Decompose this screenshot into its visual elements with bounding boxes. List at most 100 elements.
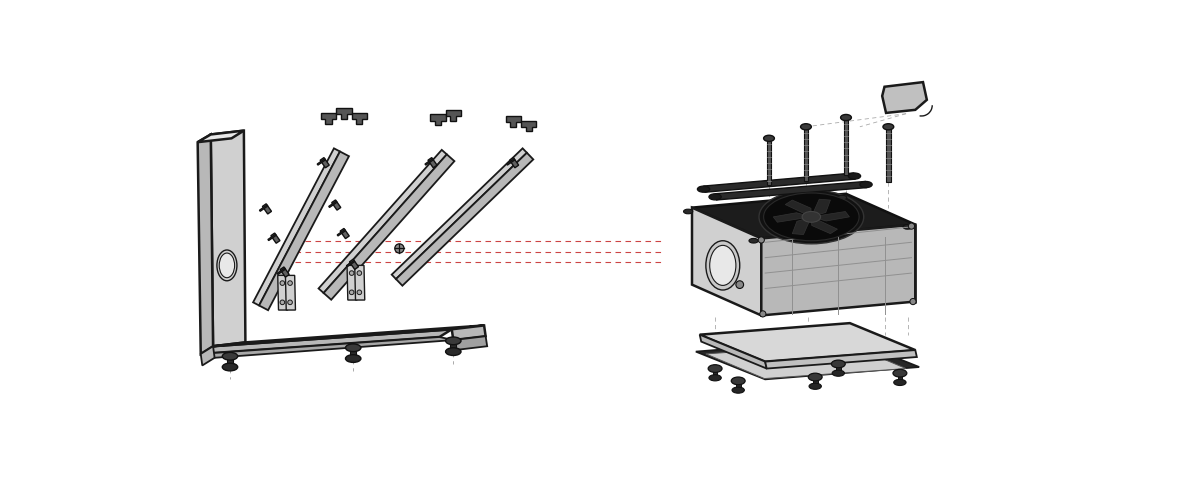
- Polygon shape: [715, 182, 866, 200]
- Polygon shape: [736, 383, 740, 390]
- Polygon shape: [844, 120, 848, 174]
- Polygon shape: [700, 335, 767, 368]
- Ellipse shape: [832, 370, 845, 376]
- Polygon shape: [505, 116, 521, 127]
- Polygon shape: [214, 325, 484, 346]
- Ellipse shape: [280, 281, 284, 285]
- Polygon shape: [767, 141, 772, 184]
- Polygon shape: [811, 199, 830, 217]
- Polygon shape: [198, 135, 214, 354]
- Polygon shape: [451, 325, 486, 340]
- Polygon shape: [337, 229, 346, 236]
- Polygon shape: [347, 261, 355, 267]
- Ellipse shape: [358, 290, 361, 295]
- Ellipse shape: [893, 369, 907, 377]
- Ellipse shape: [902, 225, 912, 229]
- Ellipse shape: [709, 245, 736, 285]
- Ellipse shape: [832, 360, 845, 368]
- Polygon shape: [882, 82, 926, 113]
- Ellipse shape: [288, 281, 293, 285]
- Polygon shape: [340, 228, 349, 239]
- Ellipse shape: [763, 135, 774, 141]
- Ellipse shape: [220, 253, 235, 278]
- Ellipse shape: [763, 193, 859, 241]
- Ellipse shape: [708, 365, 722, 372]
- Ellipse shape: [349, 290, 354, 295]
- Polygon shape: [773, 213, 811, 222]
- Polygon shape: [692, 194, 916, 239]
- Polygon shape: [277, 275, 288, 310]
- Ellipse shape: [736, 281, 744, 288]
- Ellipse shape: [697, 186, 709, 192]
- Ellipse shape: [800, 124, 811, 130]
- Ellipse shape: [280, 300, 284, 305]
- Ellipse shape: [445, 337, 461, 345]
- Ellipse shape: [706, 241, 739, 290]
- Ellipse shape: [288, 300, 293, 305]
- Polygon shape: [761, 225, 916, 316]
- Ellipse shape: [809, 383, 821, 389]
- Polygon shape: [317, 159, 325, 165]
- Polygon shape: [271, 233, 280, 243]
- Polygon shape: [506, 159, 515, 165]
- Polygon shape: [454, 336, 487, 350]
- Polygon shape: [200, 337, 454, 358]
- Polygon shape: [263, 204, 271, 214]
- Polygon shape: [350, 349, 356, 359]
- Polygon shape: [198, 131, 244, 142]
- Polygon shape: [355, 265, 365, 300]
- Polygon shape: [259, 205, 268, 211]
- Polygon shape: [259, 151, 349, 310]
- Polygon shape: [347, 265, 358, 300]
- Polygon shape: [286, 275, 295, 310]
- Ellipse shape: [848, 173, 860, 179]
- Polygon shape: [836, 366, 841, 373]
- Polygon shape: [521, 121, 536, 131]
- Polygon shape: [792, 217, 811, 235]
- Ellipse shape: [222, 363, 238, 371]
- Ellipse shape: [908, 223, 914, 229]
- Polygon shape: [329, 201, 337, 207]
- Polygon shape: [431, 114, 445, 125]
- Polygon shape: [396, 153, 533, 285]
- Polygon shape: [811, 212, 850, 221]
- Ellipse shape: [349, 271, 354, 275]
- Polygon shape: [692, 207, 761, 316]
- Polygon shape: [320, 113, 336, 124]
- Ellipse shape: [709, 194, 721, 200]
- Ellipse shape: [395, 244, 404, 253]
- Polygon shape: [886, 129, 890, 182]
- Polygon shape: [318, 150, 446, 293]
- Polygon shape: [349, 259, 359, 270]
- Ellipse shape: [346, 355, 361, 363]
- Ellipse shape: [684, 209, 692, 214]
- Ellipse shape: [217, 250, 236, 281]
- Ellipse shape: [760, 311, 766, 317]
- Ellipse shape: [358, 271, 361, 275]
- Polygon shape: [812, 379, 817, 386]
- Polygon shape: [696, 339, 919, 379]
- Ellipse shape: [749, 239, 758, 243]
- Polygon shape: [268, 234, 276, 240]
- Ellipse shape: [732, 387, 744, 393]
- Polygon shape: [898, 376, 902, 382]
- Ellipse shape: [860, 182, 872, 188]
- Ellipse shape: [758, 237, 764, 243]
- Polygon shape: [450, 342, 456, 352]
- Polygon shape: [703, 173, 856, 192]
- Polygon shape: [428, 158, 437, 168]
- Polygon shape: [324, 154, 455, 300]
- Ellipse shape: [346, 344, 361, 352]
- Polygon shape: [510, 158, 518, 168]
- Polygon shape: [200, 346, 215, 365]
- Polygon shape: [766, 350, 917, 368]
- Polygon shape: [320, 158, 329, 168]
- Polygon shape: [280, 267, 289, 277]
- Ellipse shape: [445, 348, 461, 355]
- Polygon shape: [713, 371, 718, 378]
- Ellipse shape: [809, 373, 822, 381]
- Ellipse shape: [838, 195, 847, 200]
- Ellipse shape: [802, 212, 821, 222]
- Polygon shape: [211, 131, 246, 346]
- Polygon shape: [700, 323, 916, 362]
